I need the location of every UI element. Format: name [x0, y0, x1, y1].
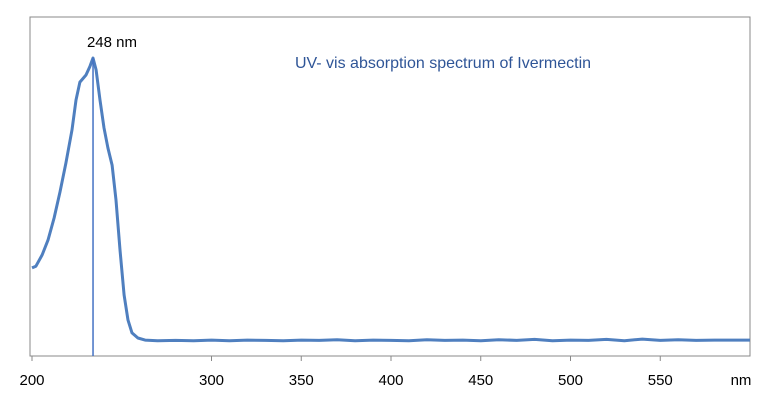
x-tick-label: 300	[199, 372, 224, 389]
x-tick-label: 500	[558, 372, 583, 389]
chart-title: UV- vis absorption spectrum of Ivermecti…	[295, 55, 591, 72]
x-axis-label: nm	[731, 372, 752, 389]
x-tick-label: 350	[289, 372, 314, 389]
spectrum-line	[31, 56, 750, 343]
x-tick-label: 400	[378, 372, 403, 389]
peak-annotation: 248 nm	[87, 34, 137, 51]
x-tick-label: 200	[19, 372, 44, 389]
x-tick-label: 450	[468, 372, 493, 389]
x-tick-label: 550	[648, 372, 673, 389]
